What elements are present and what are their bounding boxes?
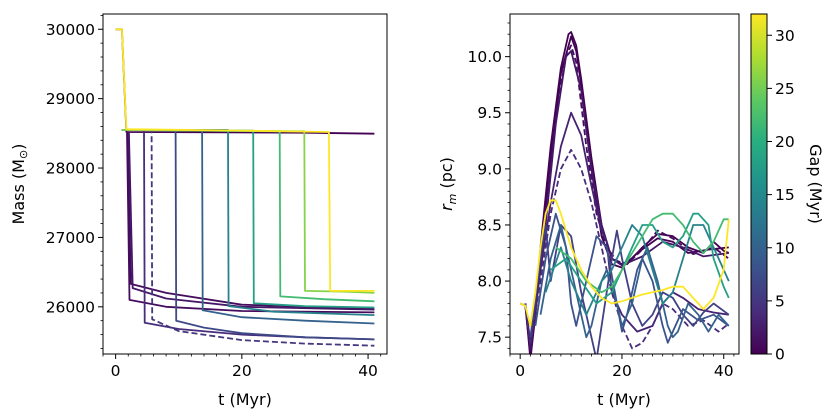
right-series-line-0 — [519, 31, 730, 354]
colorbar-tick-label-0: 0 — [775, 346, 785, 364]
right-series-line-5 — [524, 148, 730, 350]
right-y-tick-label-1: 8.0 — [477, 273, 502, 291]
left-y-tick-label-1: 27000 — [46, 229, 95, 247]
colorbar-tick-label-5: 25 — [775, 80, 795, 98]
left-series-line-7 — [121, 129, 375, 325]
right-series-line-6 — [529, 224, 730, 354]
right-x-axis-label: t (Myr) — [597, 390, 651, 409]
left-y-tick-label-0: 26000 — [46, 298, 95, 316]
colorbar: 0 5 10 15 20 25 30 Gap (Myr) — [750, 13, 825, 364]
left-y-tick-label-3: 29000 — [46, 90, 95, 108]
right-y-tick-label-2: 8.5 — [477, 216, 502, 234]
right-y-tick-label-4: 9.5 — [477, 104, 502, 122]
right-series-line-7 — [534, 212, 730, 344]
right-series-line-12 — [519, 199, 730, 327]
left-plot-frame — [102, 13, 388, 355]
right-x-tick-label-1: 20 — [612, 362, 632, 380]
right-ticks-group: 0 20 40 7.5 8.0 8.5 9.0 9.5 10.0 — [467, 22, 735, 380]
left-x-axis-label: t (Myr) — [218, 390, 272, 409]
colorbar-label: Gap (Myr) — [806, 144, 825, 224]
left-x-tick-label-0: 0 — [111, 362, 121, 380]
colorbar-tick-label-2: 10 — [775, 239, 795, 257]
right-x-tick-label-2: 40 — [714, 362, 734, 380]
left-x-tick-label-2: 40 — [358, 362, 378, 380]
right-y-axis-label: rm (pc) — [437, 157, 459, 211]
left-series-line-10 — [121, 129, 375, 303]
left-series-group — [115, 28, 375, 347]
right-y-tick-label-3: 9.0 — [477, 160, 502, 178]
left-x-tick-label-1: 20 — [232, 362, 252, 380]
left-series-line-1 — [126, 132, 375, 314]
left-y-tick-label-4: 30000 — [46, 21, 95, 39]
right-series-line-9 — [544, 224, 730, 316]
right-series-line-4 — [524, 111, 729, 344]
right-series-line-8 — [539, 224, 730, 339]
right-series-group — [519, 31, 730, 354]
left-panel: 0 20 40 26000 27000 28000 29000 30000 t (Myr) M… — [9, 13, 388, 409]
left-y-axis-label: Mass (M⊙) — [9, 144, 30, 225]
right-panel: 0 20 40 7.5 8.0 8.5 9.0 9.5 10.0 t (Myr) rm (pc) — [437, 13, 740, 409]
colorbar-tick-label-1: 5 — [775, 292, 785, 310]
left-series-line-9 — [121, 129, 375, 309]
right-y-tick-label-0: 7.5 — [477, 329, 502, 347]
right-series-line-2 — [524, 44, 730, 352]
colorbar-tick-label-6: 30 — [775, 27, 795, 45]
left-series-line-11 — [121, 129, 375, 294]
colorbar-gradient — [750, 13, 768, 355]
left-series-line-3 — [128, 132, 375, 311]
left-series-line-8 — [121, 129, 375, 316]
right-series-line-10 — [550, 212, 730, 305]
colorbar-tick-label-4: 20 — [775, 133, 795, 151]
right-plot-frame — [509, 13, 740, 355]
left-ticks-group: 0 20 40 26000 27000 28000 29000 30000 — [46, 14, 382, 380]
left-y-tick-label-2: 28000 — [46, 160, 95, 178]
left-series-line-0 — [115, 28, 375, 135]
colorbar-tick-label-3: 15 — [775, 186, 795, 204]
right-series-line-11 — [555, 212, 729, 294]
colorbar-ticks-group: 0 5 10 15 20 25 30 — [767, 27, 795, 364]
left-series-line-12 — [115, 28, 375, 292]
left-series-line-2 — [126, 132, 375, 310]
right-y-tick-label-5: 10.0 — [467, 48, 502, 66]
right-x-tick-label-0: 0 — [515, 362, 525, 380]
